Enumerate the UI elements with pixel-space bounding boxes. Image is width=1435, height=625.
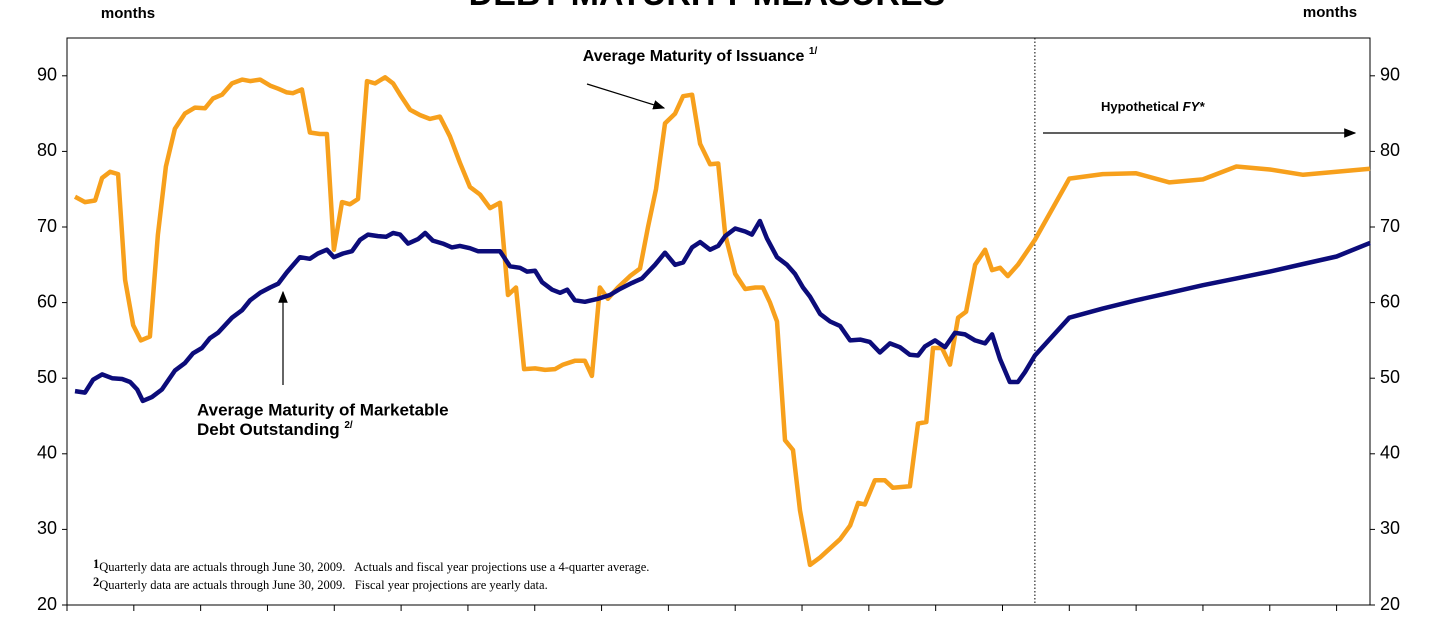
y2-axis-label: months	[1303, 4, 1357, 21]
series-line	[73, 75, 1371, 568]
y-tick-label: 60	[37, 291, 57, 311]
y2-tick-label: 90	[1380, 65, 1400, 85]
y-tick-label: 20	[37, 594, 57, 614]
footnote-2: 2Quarterly data are actuals through June…	[93, 575, 548, 592]
y2-tick-label: 40	[1380, 443, 1400, 463]
y2-tick-label: 30	[1380, 518, 1400, 538]
issuance-arrow	[586, 83, 666, 110]
series-line	[74, 218, 1371, 404]
y-tick-label: 80	[37, 140, 57, 160]
footnote-text: Quarterly data are actuals through June …	[99, 578, 547, 592]
footnote-1: 1Quarterly data are actuals through June…	[93, 557, 649, 574]
y2-tick-label: 20	[1380, 594, 1400, 614]
y2-tick-label: 50	[1380, 367, 1400, 387]
y-tick-label: 70	[37, 216, 57, 236]
issuance-label: Average Maturity of Issuance 1/	[583, 46, 818, 66]
hypothetical-fy: FY*	[1183, 99, 1206, 114]
issuance-note: 1/	[809, 46, 818, 57]
y-tick-label: 90	[37, 65, 57, 85]
hypothetical-label: Hypothetical FY*	[1101, 99, 1205, 114]
footnote-text: Quarterly data are actuals through June …	[99, 560, 649, 574]
y2-tick-label: 80	[1380, 140, 1400, 160]
outstanding-note: 2/	[344, 420, 353, 431]
outstanding-text: Debt Outstanding	[197, 420, 340, 439]
outstanding-label-2: Debt Outstanding 2/	[197, 420, 353, 440]
plot-area	[62, 38, 1375, 611]
footnote-marker: 1	[93, 557, 99, 571]
y-axis-label: months	[101, 5, 155, 22]
hypothetical-text: Hypothetical	[1101, 99, 1179, 114]
issuance-text: Average Maturity of Issuance	[583, 48, 805, 65]
outstanding-label-1: Average Maturity of Marketable	[197, 400, 449, 419]
chart-title: DEBT MATURITY MEASURES	[469, 0, 946, 13]
y-tick-label: 50	[37, 367, 57, 387]
y-tick-label: 30	[37, 518, 57, 538]
plot-frame	[66, 37, 1371, 606]
y2-tick-label: 70	[1380, 216, 1400, 236]
footnote-marker: 2	[93, 575, 99, 589]
y-tick-label: 40	[37, 443, 57, 463]
y2-tick-label: 60	[1380, 291, 1400, 311]
